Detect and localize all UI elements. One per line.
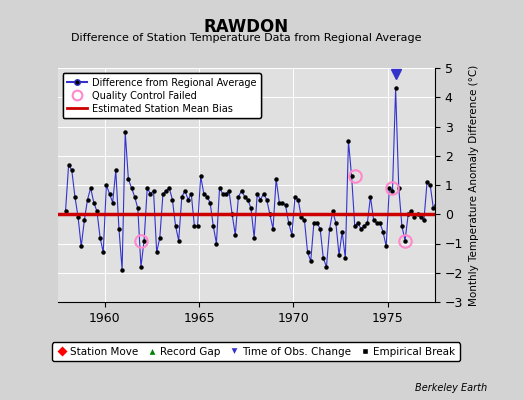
Legend: Station Move, Record Gap, Time of Obs. Change, Empirical Break: Station Move, Record Gap, Time of Obs. C… [52, 342, 460, 361]
Text: RAWDON: RAWDON [204, 18, 289, 36]
Text: Berkeley Earth: Berkeley Earth [415, 383, 487, 393]
Text: Difference of Station Temperature Data from Regional Average: Difference of Station Temperature Data f… [71, 33, 421, 43]
Y-axis label: Monthly Temperature Anomaly Difference (°C): Monthly Temperature Anomaly Difference (… [468, 64, 478, 306]
Legend: Difference from Regional Average, Quality Control Failed, Estimated Station Mean: Difference from Regional Average, Qualit… [62, 73, 261, 118]
